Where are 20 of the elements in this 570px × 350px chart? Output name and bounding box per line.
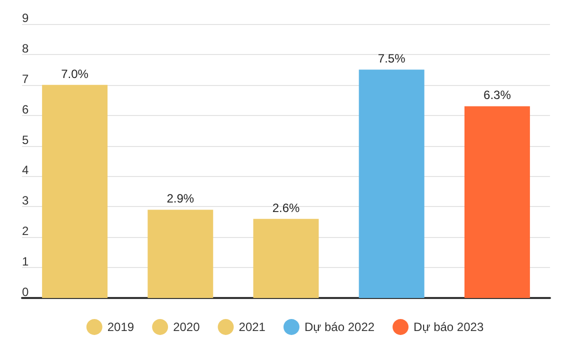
y-tick-label: 2	[22, 224, 29, 238]
y-tick-label: 6	[22, 102, 29, 116]
legend-label: 2020	[173, 320, 200, 334]
data-label: 6.3%	[484, 88, 512, 102]
y-tick-label: 1	[22, 254, 29, 269]
y-tick-label: 3	[22, 194, 29, 208]
data-label: 7.0%	[61, 66, 89, 81]
data-label: 2.9%	[166, 192, 194, 206]
y-tick-label: 5	[22, 132, 29, 147]
legend-label: Dự báo 2022	[304, 320, 375, 334]
y-tick-label: 0	[22, 285, 29, 299]
data-label: 2.6%	[272, 200, 300, 215]
legend-label: 2021	[238, 320, 266, 334]
y-tick-label: 7	[22, 72, 29, 86]
data-label: 7.5%	[378, 52, 406, 66]
legend-label: Dự báo 2023	[414, 320, 484, 334]
y-tick-label: 8	[22, 41, 29, 56]
y-tick-label: 9	[22, 11, 29, 25]
y-tick-label: 4	[22, 163, 29, 178]
legend-label: 2019	[107, 320, 134, 334]
